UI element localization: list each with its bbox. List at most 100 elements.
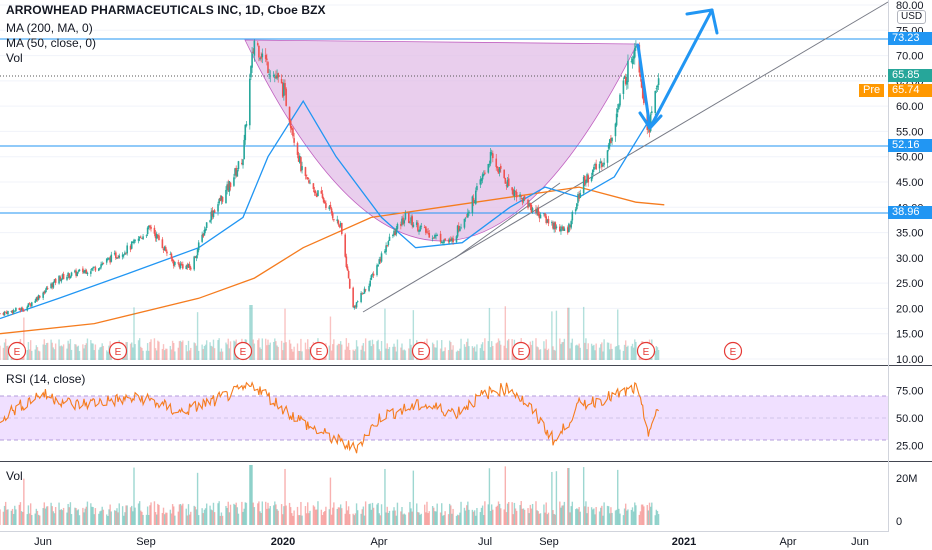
volume-bar	[598, 347, 601, 360]
volume-pane-bar	[617, 469, 619, 525]
volume-pane-bar	[452, 508, 454, 525]
earnings-marker[interactable]	[723, 341, 743, 361]
candle-body	[325, 203, 327, 208]
volume-pane-bar	[372, 507, 375, 525]
candle-body	[434, 234, 436, 238]
vol-pane-legend[interactable]: Vol	[6, 469, 23, 483]
candle-body	[570, 221, 572, 228]
volume-bar	[431, 342, 434, 360]
volume-pane-bar	[121, 506, 124, 525]
volume-bar	[219, 351, 221, 360]
ma200-legend[interactable]: MA (200, MA, 0)	[6, 21, 93, 35]
price-tick-label: 70.00	[896, 51, 924, 63]
volume-bar	[384, 308, 386, 360]
volume-bar	[37, 350, 40, 360]
forecast-arrows[interactable]	[636, 8, 719, 130]
volume-bar	[58, 339, 60, 360]
candle-body	[291, 127, 293, 130]
volume-pane-bars	[0, 465, 660, 525]
volume-bar	[551, 311, 553, 360]
volume-pane-bar	[288, 502, 291, 525]
candle-body	[320, 190, 323, 194]
earnings-marker[interactable]	[108, 341, 128, 361]
candle-body	[417, 222, 419, 231]
candle-body	[196, 249, 199, 256]
volume-pane-bar	[75, 508, 77, 525]
time-axis[interactable]: Jun Sep 2020 Apr Jul Sep 2021 Apr Jun	[34, 536, 869, 548]
earnings-marker[interactable]	[7, 341, 27, 361]
volume-bar	[126, 342, 128, 360]
earnings-marker[interactable]	[411, 341, 431, 361]
candle-body	[377, 264, 379, 267]
earnings-marker[interactable]	[511, 341, 531, 361]
volume-pane-bar	[149, 505, 151, 525]
volume-pane-bar	[602, 515, 604, 525]
price-axis[interactable]: 10.0015.0020.0025.0030.0035.0040.0045.00…	[896, 0, 924, 366]
forecast-arrow-up	[648, 8, 714, 130]
candle-body	[410, 217, 412, 222]
rsi-legend[interactable]: RSI (14, close)	[6, 372, 86, 386]
vol-legend[interactable]: Vol	[6, 51, 23, 65]
volume-bar	[372, 344, 375, 360]
earnings-marker[interactable]	[233, 341, 253, 361]
trendline-long[interactable]	[362, 1, 889, 313]
candle-body	[100, 264, 102, 268]
candle-body	[455, 236, 458, 243]
volume-pane-bar	[364, 501, 367, 525]
volume-pane-bar	[153, 501, 156, 525]
earnings-marker[interactable]	[636, 341, 656, 361]
volume-bar	[141, 347, 143, 360]
candle-body	[86, 272, 89, 275]
volume-pane-bar	[631, 507, 634, 525]
candle-body	[538, 213, 541, 219]
volume-pane-bar	[655, 509, 658, 525]
candle-body	[603, 162, 605, 165]
volume-pane-bar	[62, 507, 65, 525]
volume-bar	[101, 343, 103, 360]
volume-pane-bar	[92, 507, 94, 525]
candle-body	[36, 297, 39, 301]
candle-body	[28, 302, 31, 304]
volume-pane-bar	[487, 504, 489, 525]
volume-bar	[455, 351, 458, 360]
volume-pane-bar	[236, 507, 239, 525]
volume-bar	[106, 350, 108, 360]
volume-bar	[202, 349, 204, 360]
volume-pane-bar	[380, 504, 383, 525]
volume-bar	[6, 345, 8, 360]
volume-bar	[193, 342, 195, 360]
candle-body	[194, 257, 197, 258]
volume-pane-bar	[396, 502, 399, 525]
trendline-short[interactable]	[454, 182, 561, 259]
earnings-marker[interactable]	[309, 341, 329, 361]
volume-pane-bar	[439, 512, 442, 525]
volume-pane-bar	[530, 508, 533, 525]
time-tick-label: 2021	[672, 536, 696, 548]
volume-pane-bar	[113, 510, 116, 525]
volume-bar	[26, 350, 28, 360]
volume-pane-bar	[529, 504, 532, 525]
volume-bar	[387, 348, 390, 360]
volume-pane-bar	[29, 503, 32, 525]
candle-body	[46, 288, 49, 290]
volume-pane-bar	[259, 511, 261, 525]
candle-body	[439, 233, 442, 242]
currency-label[interactable]: USD	[897, 10, 927, 24]
volume-pane-bar	[210, 509, 212, 525]
volume-pane-bar	[34, 513, 36, 525]
candle-body	[640, 79, 643, 88]
candle-body	[234, 168, 236, 176]
volume-bar	[61, 346, 64, 360]
volume-pane-bar	[43, 502, 45, 525]
volume-pane-bar	[277, 510, 279, 525]
candle-body	[479, 179, 482, 185]
candle-body	[460, 227, 462, 229]
candle-body	[301, 166, 303, 171]
volume-bar	[341, 344, 343, 360]
candle-body	[403, 220, 406, 224]
candle-body	[371, 274, 374, 276]
ma50-legend[interactable]: MA (50, close, 0)	[6, 36, 97, 50]
candle-body	[595, 163, 597, 170]
volume-pane-bar	[363, 515, 366, 525]
